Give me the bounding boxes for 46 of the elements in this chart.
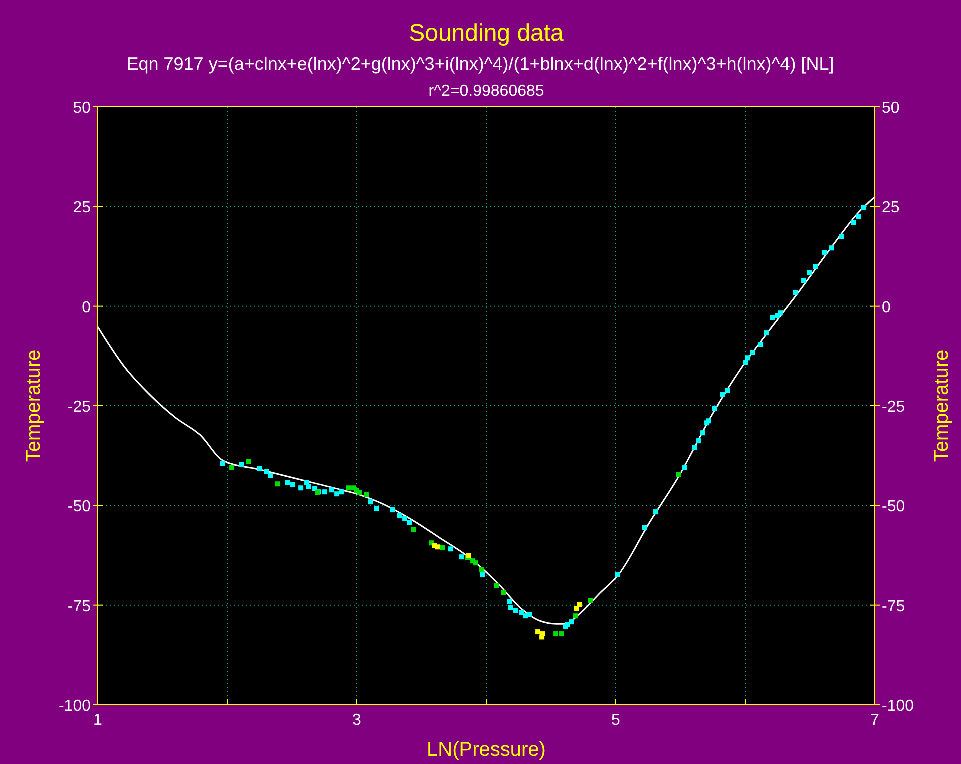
y2-tick-label: -25 [882,399,906,416]
point [588,598,594,604]
point [440,545,446,550]
point [578,602,582,608]
point [246,459,252,464]
point [357,490,362,496]
text: r^2=0.99860685 [428,83,544,100]
point [574,606,580,612]
point [435,544,440,550]
chart-subtitle: Eqn 7917 y=(a+clnx+e(lnx)^2+g(lnx)^3+i(lnx)^4)/(1+blnx+d(lnx)^2+f(lnx)^3+h(lnx)^4) [NL] [126,54,834,74]
point [479,567,484,572]
point [276,482,281,487]
point [364,492,370,498]
point [560,632,564,637]
x-tick-label: 7 [870,712,880,729]
y2-tick-label: 50 [882,100,900,117]
y2-tick-label: -75 [882,598,906,616]
point [540,634,545,640]
point [554,632,559,637]
x-axis-title: LN(Pressure) [427,739,546,761]
y2-tick-label: 25 [882,200,900,217]
y-tick-label: -75 [68,598,92,616]
y-tick-label: -25 [68,399,92,416]
x-tick-label: 1 [94,712,103,729]
point [474,560,479,566]
y2-tick-label: 0 [882,299,891,316]
y-tick-label: -50 [68,498,92,516]
point [494,583,500,588]
x-tick-label: 5 [612,712,621,729]
y-tick-label: 50 [73,100,92,117]
point [676,472,682,478]
point [411,527,416,532]
point [501,590,506,596]
y2-tick-label: -50 [882,498,906,516]
y2-axis-title: Temperature [931,350,953,462]
point [536,630,541,635]
point [346,486,352,491]
y-tick-label: -100 [58,698,92,715]
point [230,465,235,470]
point [573,614,578,619]
y-tick-label: 25 [73,200,92,217]
y-tick-label: 0 [82,299,92,316]
y2-tick-label: -100 [882,698,914,715]
y-axis-title: Temperature [23,350,45,462]
x-tick-label: 3 [352,712,362,729]
chart-title: Sounding data [409,20,565,47]
